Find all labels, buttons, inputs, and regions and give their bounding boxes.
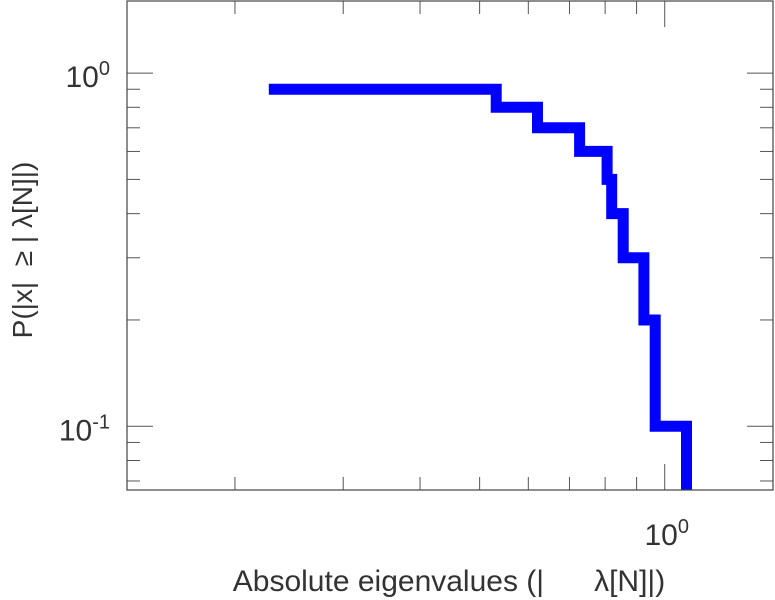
tick-label-exponent: -1 — [92, 411, 110, 433]
x-tick-label: 100 — [644, 516, 689, 552]
tick-label-exponent: 0 — [99, 58, 110, 80]
tick-label-base: 10 — [644, 519, 677, 552]
plot-frame — [126, 0, 774, 491]
tick-label-base: 10 — [66, 61, 99, 94]
y-tick-label: 100 — [66, 58, 111, 94]
y-axis-label: P(|x| ≥ | λ[N]|) — [7, 162, 38, 339]
axis-ticks — [127, 1, 773, 490]
series-line — [268, 83, 692, 490]
tick-label-exponent: 0 — [678, 516, 689, 538]
tick-label-base: 10 — [59, 414, 92, 447]
y-tick-label: 10-1 — [59, 411, 110, 447]
x-axis-label: Absolute eigenvalues (| λ[N]|) — [233, 565, 665, 598]
